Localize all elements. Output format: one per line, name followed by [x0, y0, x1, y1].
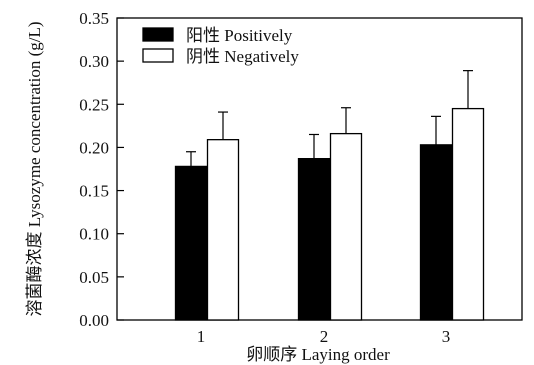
- y-tick-label-1: 0.05: [79, 268, 109, 287]
- bar-s1-c2: [451, 107, 485, 321]
- legend-swatch-1: [142, 48, 174, 63]
- bar-s0-c0: [174, 165, 208, 321]
- x-tick-label-0: 1: [197, 327, 206, 346]
- y-tick-label-2: 0.10: [79, 225, 109, 244]
- y-tick-label-5: 0.25: [79, 95, 109, 114]
- x-tick-label-2: 3: [442, 327, 451, 346]
- y-tick-label-6: 0.30: [79, 52, 109, 71]
- bar-s1-c1: [329, 132, 363, 321]
- legend-label-1: 阴性 Negatively: [186, 47, 299, 66]
- x-axis: 1 2 3: [197, 313, 453, 346]
- x-tick-label-1: 2: [320, 327, 329, 346]
- legend-label-0: 阳性 Positively: [186, 26, 293, 45]
- y-tick-label-7: 0.35: [79, 9, 109, 28]
- legend: 阳性 Positively 阴性 Negatively: [142, 26, 299, 66]
- bar-s0-c1: [297, 157, 331, 321]
- bars-layer: [174, 107, 485, 321]
- bar-s1-c0: [206, 139, 240, 321]
- legend-swatch-0: [142, 27, 174, 42]
- error-bars-layer: [186, 70, 473, 167]
- y-tick-label-3: 0.15: [79, 182, 109, 201]
- bar-s0-c2: [419, 144, 453, 321]
- y-axis-label: 溶菌酶浓度 Lysozyme concentration (g/L): [25, 21, 44, 316]
- y-tick-label-0: 0.00: [79, 311, 109, 330]
- y-tick-label-4: 0.20: [79, 138, 109, 157]
- y-axis: 0.00 0.05 0.10 0.15 0.20 0.25 0.30 0.35: [79, 9, 124, 330]
- x-axis-label: 卵顺序 Laying order: [246, 345, 390, 364]
